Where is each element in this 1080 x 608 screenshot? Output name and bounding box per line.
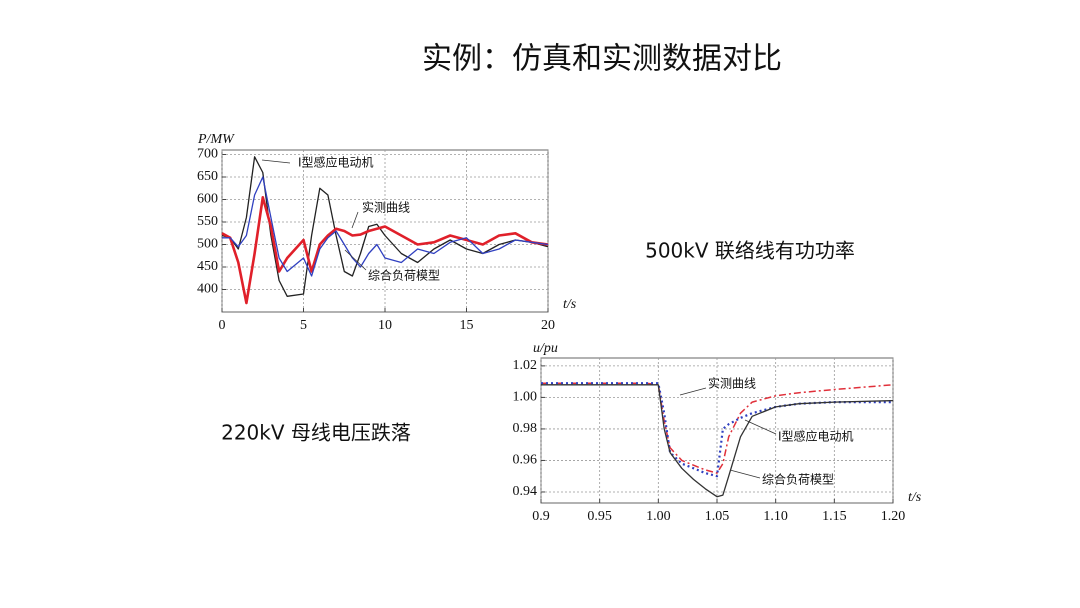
chart-caption: 220kV 母线电压跌落 [221,421,411,445]
series-label: 综合负荷模型 [368,268,440,283]
x-axis-label: t/s [563,297,577,312]
series-label: 实测曲线 [362,200,410,215]
x-tick-label: 0.95 [587,509,612,524]
y-tick-label: 1.02 [513,358,538,373]
x-tick-label: 10 [378,318,392,333]
y-tick-label: 550 [197,214,218,229]
y-tick-label: 0.96 [513,453,538,468]
y-tick-label: 700 [197,147,218,162]
y-tick-label: 0.94 [513,484,538,499]
annotation-leader [261,159,291,164]
y-tick-label: 500 [197,237,218,252]
y-tick-label: 1.00 [513,390,538,405]
chart-caption: 500kV 联络线有功功率 [645,239,855,263]
x-tick-label: 1.00 [646,509,671,524]
annotation-leader [679,387,707,396]
x-axis-label: t/s [908,490,922,505]
series-label: 综合负荷模型 [762,472,834,487]
slide-title: 实例：仿真和实测数据对比 [422,42,782,77]
series-label: I型感应电动机 [298,155,374,170]
y-tick-label: 650 [197,169,218,184]
annotation-leader [729,469,761,479]
x-tick-label: 15 [460,318,474,333]
x-tick-label: 1.20 [881,509,906,524]
y-axis-label: u/pu [533,341,558,356]
x-tick-label: 20 [541,318,555,333]
series-line [222,176,549,277]
series-label: 实测曲线 [708,376,756,391]
y-tick-label: 400 [197,282,218,297]
y-tick-label: 0.98 [513,421,538,436]
x-tick-label: 5 [300,318,307,333]
y-tick-label: 600 [197,192,218,207]
x-tick-label: 0 [219,318,226,333]
x-tick-label: 0.9 [532,509,550,524]
annotation-leader [351,211,359,229]
x-tick-label: 1.05 [705,509,730,524]
x-tick-label: 1.10 [763,509,788,524]
annotation-leader [744,419,777,435]
series-label: I型感应电动机 [778,429,854,444]
x-tick-label: 1.15 [822,509,847,524]
series-line [221,156,549,297]
annotation-leader [344,249,367,271]
y-tick-label: 450 [197,259,218,274]
series-line [541,384,894,498]
y-axis-label: P/MW [197,132,235,147]
